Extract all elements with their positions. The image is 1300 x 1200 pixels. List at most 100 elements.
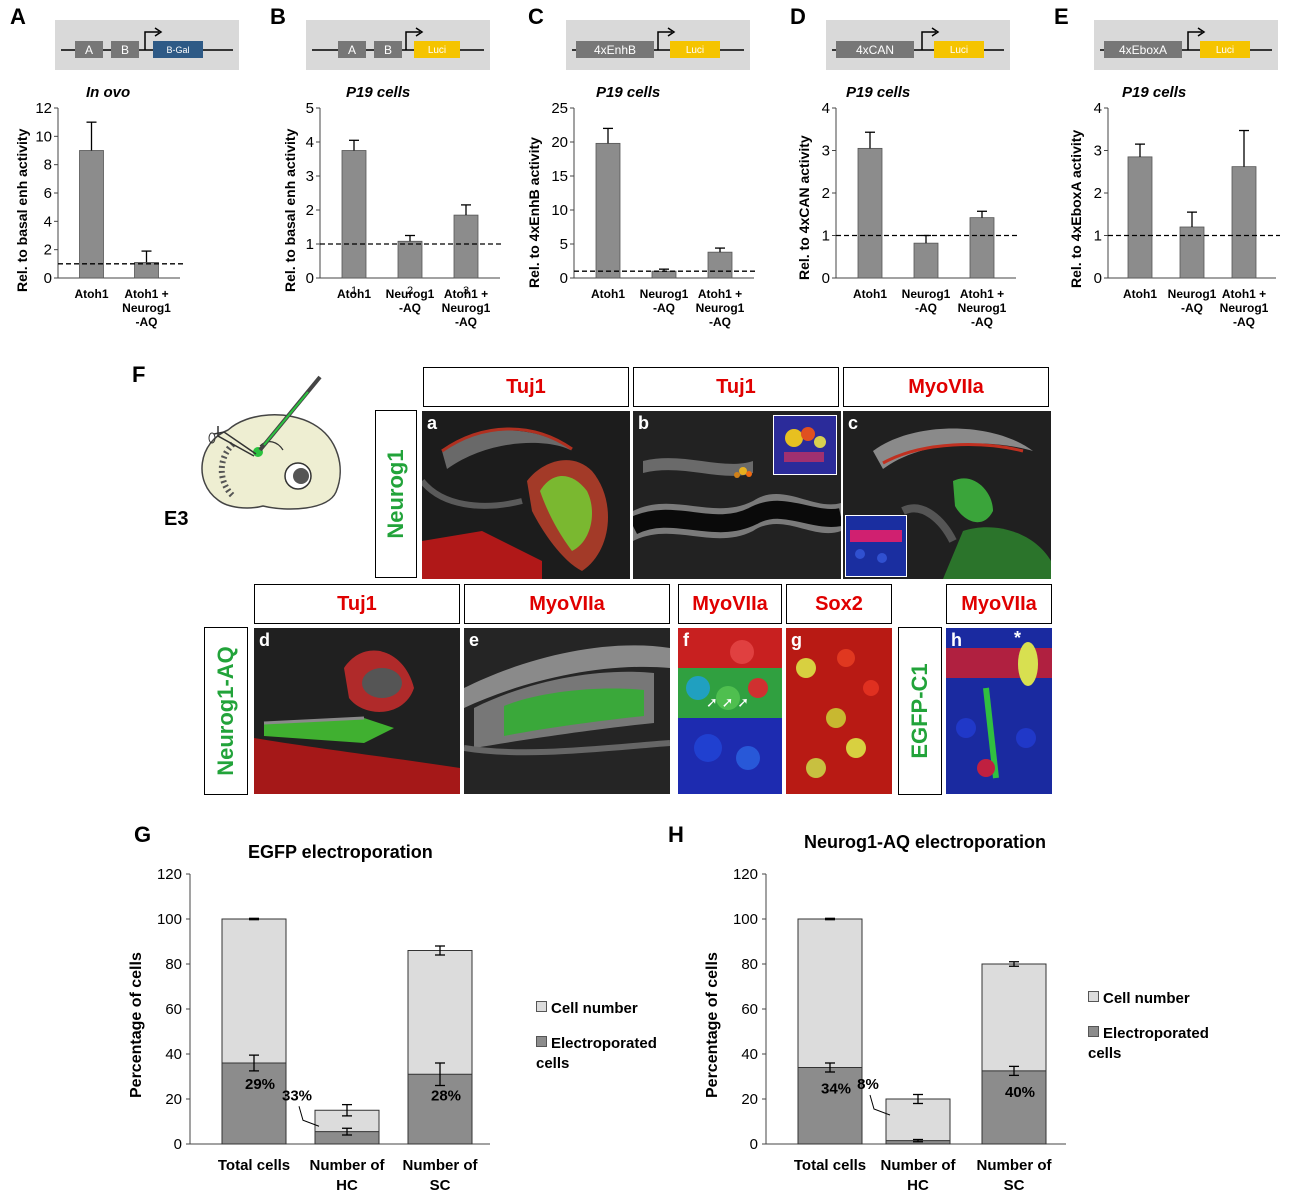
header-top-3: MyoVIIa [843, 367, 1049, 407]
header-top-1: Tuj1 [423, 367, 629, 407]
percent-label: 8% [857, 1076, 879, 1093]
ylabel-e: Rel. to 4xEboxA activity [1068, 129, 1084, 288]
y-tick-label: 2 [822, 185, 830, 202]
y-tick-label: 15 [551, 168, 568, 185]
y-tick-label: 0 [1094, 270, 1102, 287]
x-tick-label: Neurog1 -AQ [386, 287, 435, 315]
x-tick-label: Neurog1 -AQ [640, 287, 689, 315]
category-number: 3 [463, 285, 469, 297]
panel-label-c: C [528, 4, 544, 29]
percent-label: 33% [282, 1087, 312, 1104]
bar [651, 270, 677, 279]
y-tick-label: 40 [165, 1046, 182, 1063]
micrograph-f: f ➚ ➚ ➚ [678, 628, 782, 794]
legend-h-electroporated: Electroporated cells [1088, 1025, 1209, 1062]
y-tick-label: 4 [1094, 100, 1102, 117]
bar [1231, 166, 1257, 279]
ylabel-d: Rel. to 4xCAN activity [796, 135, 812, 280]
chart-g: 0 20 40 60 80 100 120 Total cells 29% Number of HC… [157, 866, 490, 1194]
y-tick-label: 60 [741, 1001, 758, 1018]
category-number: 2 [407, 285, 413, 297]
y-tick-label: 2 [44, 242, 52, 259]
micrograph-b: b [633, 411, 841, 579]
x-tick-label: Total cells [794, 1157, 866, 1174]
x-tick-label: Atoh1 + Neurog1 -AQ [958, 287, 1007, 329]
construct-b: A B Luci [306, 20, 490, 70]
construct-b-diagram: A B Luci [312, 27, 484, 58]
construct-d-diagram: 4xCAN Luci [832, 27, 1004, 58]
y-tick-label: 5 [306, 100, 314, 117]
micrograph-f-image [678, 628, 782, 794]
bar [397, 240, 423, 279]
y-tick-label: 120 [733, 866, 758, 883]
y-tick-label: 25 [551, 100, 568, 117]
y-tick-label: 4 [306, 134, 314, 151]
x-tick-label: Number of SC [977, 1157, 1053, 1194]
y-tick-label: 0 [822, 270, 830, 287]
bar-electroporated [981, 1070, 1047, 1145]
percent-label: 40% [1005, 1084, 1035, 1101]
construct-d-reporter: Luci [950, 45, 968, 56]
y-tick-label: 4 [44, 213, 52, 230]
bar [79, 150, 104, 279]
x-tick-label: Total cells [218, 1157, 290, 1174]
header-bottom-2: MyoVIIa [464, 584, 670, 624]
bar-cell-number [885, 1098, 951, 1145]
construct-a: A B B-Gal [55, 20, 239, 70]
construct-e-reporter: Luci [1216, 45, 1234, 56]
construct-a-part-2: B [121, 43, 129, 57]
panel-label-h: H [668, 822, 684, 847]
header-bottom-3: MyoVIIa [678, 584, 782, 624]
y-tick-label: 20 [551, 134, 568, 151]
construct-a-reporter: B-Gal [166, 45, 189, 55]
y-tick-label: 60 [165, 1001, 182, 1018]
x-tick-label: Atoh1 + Neurog1 -AQ [122, 287, 171, 329]
y-tick-label: 8 [44, 157, 52, 174]
panel-label-e: E [1054, 4, 1069, 29]
y-tick-label: 10 [35, 128, 52, 145]
micrograph-b-inset [773, 415, 837, 475]
x-tick-label: Atoh1 [75, 287, 109, 301]
legend-g-cell-number: Cell number [536, 1000, 638, 1017]
micrograph-c: c [843, 411, 1051, 579]
x-tick-label: Atoh1 + Neurog1 -AQ [696, 287, 745, 329]
condition-a: In ovo [86, 84, 131, 101]
y-tick-label: 12 [35, 100, 52, 117]
panel-label-b: B [270, 4, 286, 29]
y-tick-label: 100 [733, 911, 758, 928]
construct-e-diagram: 4xEboxA Luci [1100, 27, 1272, 58]
bar [134, 262, 159, 279]
chart-h: 0 20 40 60 80 100 120 Total cells 34% Number of HC… [733, 866, 1066, 1194]
construct-c-diagram: 4xEnhB Luci [572, 27, 744, 58]
micrograph-e: e [464, 628, 670, 794]
bar [1179, 226, 1205, 279]
y-tick-label: 6 [44, 185, 52, 202]
percent-leader-line [869, 1094, 891, 1116]
bar [341, 150, 367, 279]
construct-d-part-1: 4xCAN [856, 43, 894, 57]
category-number: 1 [351, 285, 357, 297]
header-bottom-5: MyoVIIa [946, 584, 1052, 624]
subpanel-f: f [683, 630, 689, 650]
construct-c-part-1: 4xEnhB [594, 43, 636, 57]
subpanel-d: d [259, 630, 270, 650]
construct-c-reporter: Luci [686, 45, 704, 56]
chart-title-g: EGFP electroporation [248, 842, 433, 862]
y-tick-label: 10 [551, 202, 568, 219]
micrograph-a-image [422, 411, 630, 579]
micrograph-h-image [946, 628, 1052, 794]
percent-leader-line [298, 1106, 320, 1127]
bar [595, 142, 621, 279]
x-tick-label: Atoh1 [853, 287, 887, 301]
y-tick-label: 3 [1094, 143, 1102, 160]
x-tick-label: Number of SC [403, 1157, 479, 1194]
y-tick-label: 20 [165, 1091, 182, 1108]
micrograph-c-image [843, 411, 1051, 579]
construct-b-part-1: A [348, 43, 356, 57]
y-tick-label: 40 [741, 1046, 758, 1063]
header-top-2: Tuj1 [633, 367, 839, 407]
percent-label: 28% [431, 1087, 461, 1104]
x-tick-label: Atoh1 + Neurog1 -AQ [1220, 287, 1269, 329]
